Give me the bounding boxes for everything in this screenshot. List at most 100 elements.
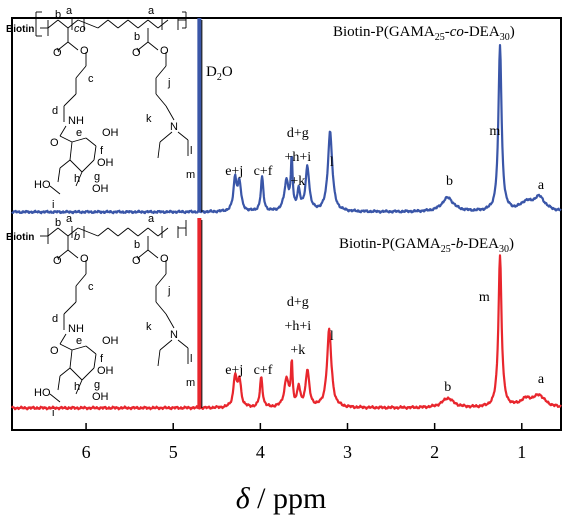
atom-label-c: c xyxy=(88,281,94,293)
biotin-label: Biotin xyxy=(6,232,34,243)
x-tick-label-2: 2 xyxy=(430,442,439,462)
peak-label-2-pk: +k xyxy=(290,343,305,358)
atom-label-e: e xyxy=(76,335,82,347)
spectra-layer xyxy=(11,18,562,411)
series-label-part: ) xyxy=(509,236,514,252)
biotin-label: Biotin xyxy=(6,24,34,35)
atom-label-m: m xyxy=(186,169,195,181)
hydroxyl-label: OH xyxy=(97,157,114,169)
atom-label-m: m xyxy=(186,377,195,389)
atom-label-i: i xyxy=(52,199,54,211)
solvent-label-end: O xyxy=(222,64,233,80)
atom-label-g: g xyxy=(94,171,100,183)
atom-label-h: h xyxy=(74,173,80,185)
peak-label-2-m: m xyxy=(479,290,490,305)
atom-label-l: l xyxy=(190,145,192,157)
oxygen-label: O xyxy=(160,45,169,57)
copolymer-type-label: co xyxy=(74,23,86,35)
series-label-sub: 25 xyxy=(435,32,445,43)
x-tick-label-5: 5 xyxy=(169,442,178,462)
series-label-part: ) xyxy=(510,24,515,40)
series-label-part: Biotin-P(GAMA xyxy=(339,236,441,252)
peak-label-1-dpg: d+g xyxy=(287,126,309,141)
series-label-part: -DEA xyxy=(463,236,499,252)
x-axis-title: δ / ppm xyxy=(236,482,327,515)
series-label-sub: 30 xyxy=(499,244,509,255)
series-label-part: Biotin-P(GAMA xyxy=(333,24,435,40)
x-tick-label-3: 3 xyxy=(343,442,352,462)
atom-label-j: j xyxy=(167,285,170,297)
oxygen-label: O xyxy=(80,253,89,265)
peak-label-1-cpf: c+f xyxy=(254,164,273,179)
series-label-italic: co xyxy=(450,24,465,40)
atom-label-c: c xyxy=(88,73,94,85)
hydroxyl-label: OH xyxy=(97,365,114,377)
solvent-label-sub: 2 xyxy=(217,72,222,83)
atom-label-d: d xyxy=(52,313,58,325)
peak-label-2-b: b xyxy=(444,380,451,395)
oxygen-label: O xyxy=(160,253,169,265)
plot-frame xyxy=(11,17,562,431)
oxygen-label: O xyxy=(132,255,141,267)
carbonyl-label: O xyxy=(50,137,59,149)
oxygen-label: O xyxy=(53,47,62,59)
hydroxyl-label: HO xyxy=(34,387,51,399)
hydroxyl-label: OH xyxy=(92,391,109,403)
hydroxyl-label: HO xyxy=(34,179,51,191)
atom-label-a: a xyxy=(148,213,155,225)
peak-label-2-a: a xyxy=(538,372,545,387)
x-tick-label-4: 4 xyxy=(256,442,265,462)
atom-label-a: a xyxy=(148,5,155,17)
series-label-sub: 30 xyxy=(500,32,510,43)
atom-label-a: a xyxy=(66,5,73,17)
x-tick-label-1: 1 xyxy=(517,442,526,462)
atom-label-i: i xyxy=(52,407,54,419)
atom-label-k: k xyxy=(146,113,152,125)
atom-label-b: b xyxy=(55,217,61,229)
hydroxyl-label: OH xyxy=(92,183,109,195)
peak-label-1-phpi: +h+i xyxy=(284,150,311,165)
peak-label-1-a: a xyxy=(538,178,545,193)
nitrogen-label: N xyxy=(170,121,178,133)
series-label-part: - xyxy=(445,24,450,40)
peak-label-1-l: l xyxy=(330,155,334,170)
hydroxyl-label: OH xyxy=(102,335,119,347)
atom-label-d: d xyxy=(52,105,58,117)
atom-label-e: e xyxy=(76,127,82,139)
oxygen-label: O xyxy=(80,45,89,57)
spectrum-line-2 xyxy=(11,254,562,411)
x-tick-label-6: 6 xyxy=(82,442,91,462)
spectrum-line-1 xyxy=(11,44,562,215)
atom-label-g: g xyxy=(94,379,100,391)
x-axis-title-symbol: δ xyxy=(236,482,251,515)
nh-label: NH xyxy=(68,323,84,335)
peak-label-1-m: m xyxy=(489,124,500,139)
hydroxyl-label: OH xyxy=(102,127,119,139)
x-axis-title-unit: / ppm xyxy=(250,482,327,515)
peak-label-2-cpf: c+f xyxy=(254,363,273,378)
atom-label-k: k xyxy=(146,321,152,333)
oxygen-label: O xyxy=(53,255,62,267)
atom-label-b: b xyxy=(134,239,140,251)
oxygen-label: O xyxy=(132,47,141,59)
peak-label-2-l: l xyxy=(330,329,334,344)
peak-label-2-dpg: d+g xyxy=(287,295,309,310)
atom-label-b: b xyxy=(134,31,140,43)
series-label-sub: 25 xyxy=(441,244,451,255)
series-label-part: - xyxy=(451,236,456,252)
copolymer-type-label: b xyxy=(74,231,80,243)
x-axis: 6 5 4 3 2 1 xyxy=(82,423,526,462)
nh-label: NH xyxy=(68,115,84,127)
series-label-2: Biotin-P(GAMA25-b-DEA30) xyxy=(339,236,514,255)
peak-label-2-epj: e+j xyxy=(225,363,243,378)
peak-label-1-pk: +k xyxy=(290,174,305,189)
peak-label-2-phpi: +h+i xyxy=(284,319,311,334)
solvent-label: D2O xyxy=(206,64,233,83)
solvent-label-main: D xyxy=(206,64,217,80)
atom-label-j: j xyxy=(167,77,170,89)
